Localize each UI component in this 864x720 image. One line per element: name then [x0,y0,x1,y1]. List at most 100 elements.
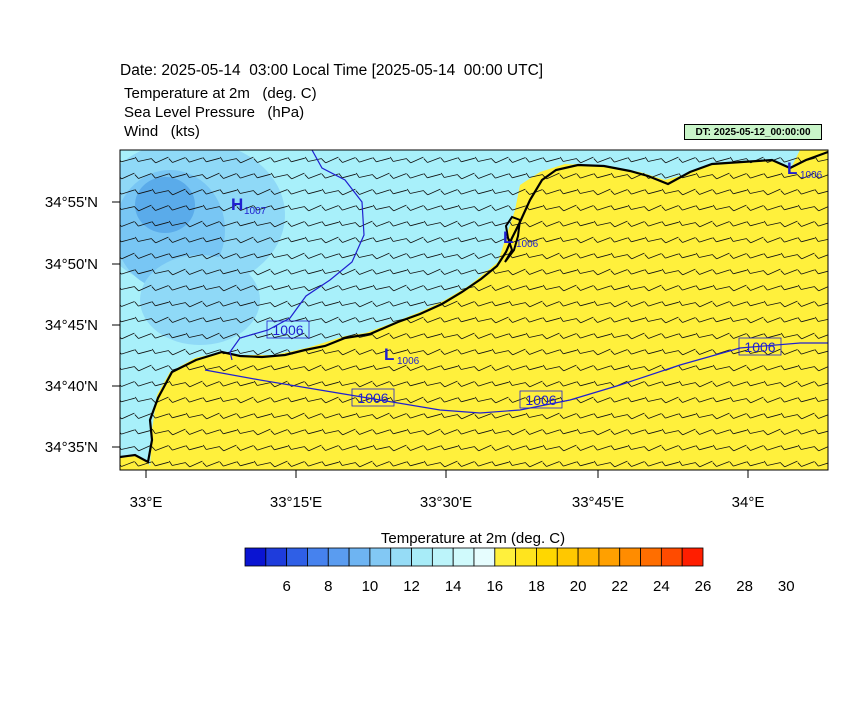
wind-barb [695,365,713,371]
wind-barb [797,349,815,355]
wind-barb [270,172,288,178]
wind-barb [729,316,747,322]
wind-barb [525,317,543,323]
wind-barb [253,268,271,276]
wind-barb [525,220,543,228]
wind-barb [423,285,441,291]
wind-barb [168,333,186,339]
wind-barb [712,172,730,180]
wind-barb [695,220,713,228]
wind-barb [797,429,815,435]
wind-barb [219,396,237,402]
wind-barb [270,445,288,451]
wind-barb [389,301,407,307]
wind-barb [120,221,135,227]
wind-barb [321,268,339,274]
wind-barb [219,189,237,195]
wind-barb [120,269,135,275]
wind-barb [321,236,339,244]
wind-barb [610,189,628,195]
wind-barb [712,381,730,387]
wind-barb [185,237,203,243]
wind-barb [576,301,594,307]
wind-barb [661,236,679,244]
wind-barb [559,236,577,242]
wind-barb [457,269,475,275]
wind-barb [287,444,305,450]
wind-barb [120,397,135,403]
wind-barb [610,252,628,258]
wind-barb [457,461,475,467]
wind-barb [236,461,254,467]
wind-barb [185,349,203,355]
wind-barb [321,156,339,164]
wind-barb [746,348,764,354]
wind-barb [525,252,543,258]
wind-barb [525,460,543,468]
wind-barb [219,333,237,339]
wind-barb [134,269,152,275]
colorbar-swatch [619,547,641,567]
wind-barb [763,237,781,243]
lon-tick-label: 33°45'E [572,494,624,511]
wind-barb [814,461,828,467]
wind-barb [780,317,798,323]
wind-barb [151,156,169,164]
wind-barb [797,397,815,403]
wind-barb [508,205,526,211]
wind-barb [695,237,713,243]
colorbar-tick-label: 6 [282,578,290,595]
wind-barb [270,397,288,403]
wind-barb [542,301,560,307]
wind-barb [508,188,526,196]
wind-barb [695,412,713,418]
wind-barb [746,365,764,371]
wind-barb [134,381,152,387]
wind-barb [593,253,611,259]
colorbar-tick-label: 30 [778,578,795,595]
wind-barb [695,252,713,258]
wind-barb [236,445,254,451]
wind-barb [780,412,798,418]
wind-barb [763,188,781,196]
wind-barb [627,332,645,340]
colorbar-swatch [494,547,517,567]
wind-barb [559,333,577,339]
colorbar-swatch [327,547,350,567]
wind-barb [542,221,560,227]
wind-barb [185,285,203,291]
wind-barb [695,172,713,178]
wind-barb [253,220,271,226]
wind-barb [423,380,441,386]
wind-barb [525,349,543,355]
colorbar-swatch [598,547,621,567]
wind-barb [440,445,458,451]
contour-label: 1006 [525,392,556,408]
wind-barb [508,300,526,306]
wind-barb [593,285,611,291]
wind-barb [423,300,441,306]
wind-barb [814,253,828,259]
wind-barb [644,236,662,242]
wind-barb [542,364,560,370]
wind-barb [610,412,628,418]
wind-barb [253,285,271,291]
wind-barb [304,381,322,387]
wind-barb [270,429,288,435]
wind-barb [389,333,407,339]
wind-barb [661,428,679,434]
wind-barb [729,461,747,467]
wind-barb [304,156,322,162]
wind-barb [185,397,203,403]
wind-barb [627,461,645,467]
wind-barb [457,349,475,355]
wind-barb [338,365,356,371]
wind-barb [338,460,356,466]
wind-barb [168,268,186,276]
wind-barb [763,253,781,259]
wind-barb [695,269,713,275]
wind-barb [559,301,577,307]
wind-barb [287,429,305,435]
wind-barb [712,157,730,163]
